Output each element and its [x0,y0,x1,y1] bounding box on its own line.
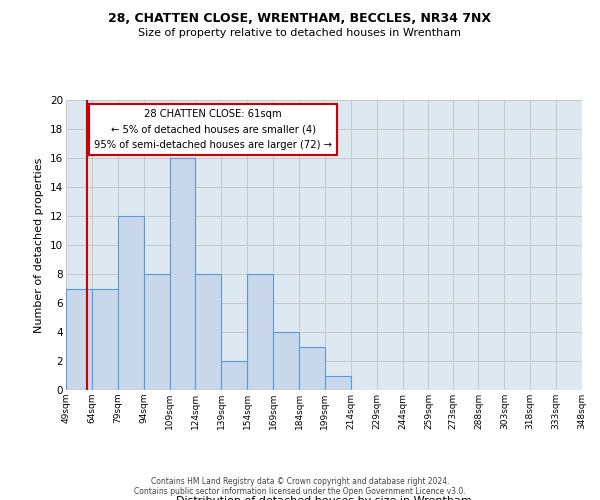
Y-axis label: Number of detached properties: Number of detached properties [34,158,44,332]
Bar [221,361,247,390]
Text: Contains HM Land Registry data © Crown copyright and database right 2024.: Contains HM Land Registry data © Crown c… [151,477,449,486]
Bar [118,216,143,390]
Text: 28 CHATTEN CLOSE: 61sqm
← 5% of detached houses are smaller (4)
95% of semi-deta: 28 CHATTEN CLOSE: 61sqm ← 5% of detached… [94,108,332,150]
Bar [196,274,221,390]
Bar [325,376,351,390]
Bar [143,274,170,390]
Bar [299,346,325,390]
Text: Size of property relative to detached houses in Wrentham: Size of property relative to detached ho… [139,28,461,38]
X-axis label: Distribution of detached houses by size in Wrentham: Distribution of detached houses by size … [176,496,472,500]
Text: 28, CHATTEN CLOSE, WRENTHAM, BECCLES, NR34 7NX: 28, CHATTEN CLOSE, WRENTHAM, BECCLES, NR… [109,12,491,26]
Bar [66,288,92,390]
Bar [273,332,299,390]
Bar [92,288,118,390]
Bar [247,274,273,390]
Text: Contains public sector information licensed under the Open Government Licence v3: Contains public sector information licen… [134,487,466,496]
Bar [170,158,196,390]
